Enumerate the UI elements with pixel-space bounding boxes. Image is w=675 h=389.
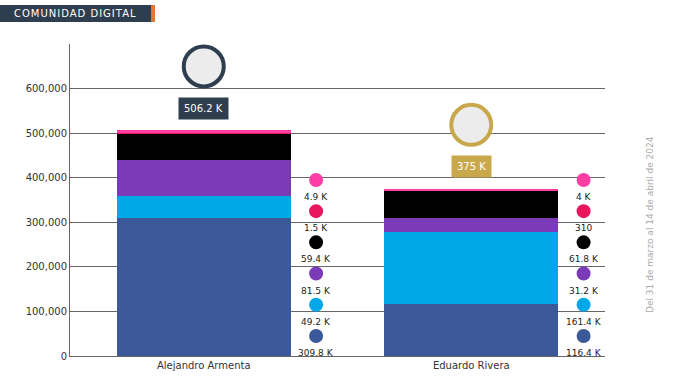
- svg-text:1.5 K: 1.5 K: [304, 223, 328, 233]
- svg-text:4.9 K: 4.9 K: [304, 192, 328, 202]
- svg-text:300,000: 300,000: [26, 217, 67, 228]
- svg-text:61.8 K: 61.8 K: [569, 254, 599, 264]
- svg-text:4 K: 4 K: [576, 192, 592, 202]
- svg-text:100,000: 100,000: [26, 306, 67, 317]
- svg-text:Del 31 de marzo al 14 de abril: Del 31 de marzo al 14 de abril de 2024: [645, 136, 655, 313]
- svg-text:400,000: 400,000: [26, 172, 67, 183]
- svg-text:161.4 K: 161.4 K: [566, 317, 602, 327]
- svg-text:375 K: 375 K: [457, 161, 486, 172]
- svg-text:Eduardo Rivera: Eduardo Rivera: [433, 360, 510, 371]
- svg-text:506.2 K: 506.2 K: [184, 103, 223, 114]
- html-text:COMUNIDAD DIGITAL: COMUNIDAD DIGITAL: [14, 8, 137, 19]
- svg-text:31.2 K: 31.2 K: [569, 286, 599, 296]
- svg-text:116.4 K: 116.4 K: [566, 348, 602, 358]
- svg-text:0: 0: [61, 351, 67, 362]
- svg-text:Alejandro Armenta: Alejandro Armenta: [157, 360, 251, 371]
- svg-text:600,000: 600,000: [26, 83, 67, 94]
- svg-text:200,000: 200,000: [26, 261, 67, 272]
- svg-text:81.5 K: 81.5 K: [301, 286, 331, 296]
- svg-text:49.2 K: 49.2 K: [301, 317, 331, 327]
- svg-text:310: 310: [575, 223, 592, 233]
- svg-text:309.8 K: 309.8 K: [298, 348, 334, 358]
- svg-text:500,000: 500,000: [26, 128, 67, 139]
- svg-text:59.4 K: 59.4 K: [301, 254, 331, 264]
